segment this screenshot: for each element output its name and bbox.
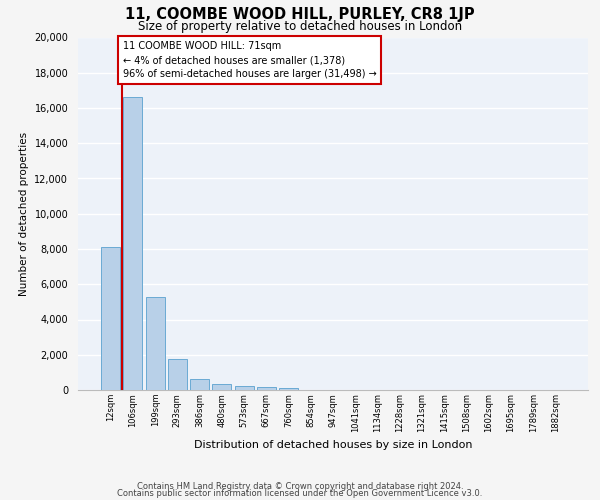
Text: Contains public sector information licensed under the Open Government Licence v3: Contains public sector information licen… <box>118 488 482 498</box>
Bar <box>101 247 120 390</box>
Bar <box>212 384 231 390</box>
Text: Size of property relative to detached houses in London: Size of property relative to detached ho… <box>138 20 462 33</box>
Text: Contains HM Land Registry data © Crown copyright and database right 2024.: Contains HM Land Registry data © Crown c… <box>137 482 463 491</box>
Text: 11 COOMBE WOOD HILL: 71sqm
← 4% of detached houses are smaller (1,378)
96% of se: 11 COOMBE WOOD HILL: 71sqm ← 4% of detac… <box>123 41 377 79</box>
Bar <box>146 296 164 390</box>
Bar <box>190 378 209 390</box>
Bar <box>235 386 254 390</box>
Bar <box>124 98 142 390</box>
Text: 11, COOMBE WOOD HILL, PURLEY, CR8 1JP: 11, COOMBE WOOD HILL, PURLEY, CR8 1JP <box>125 8 475 22</box>
X-axis label: Distribution of detached houses by size in London: Distribution of detached houses by size … <box>194 440 472 450</box>
Bar <box>257 387 276 390</box>
Bar <box>168 359 187 390</box>
Y-axis label: Number of detached properties: Number of detached properties <box>19 132 29 296</box>
Bar <box>279 388 298 390</box>
